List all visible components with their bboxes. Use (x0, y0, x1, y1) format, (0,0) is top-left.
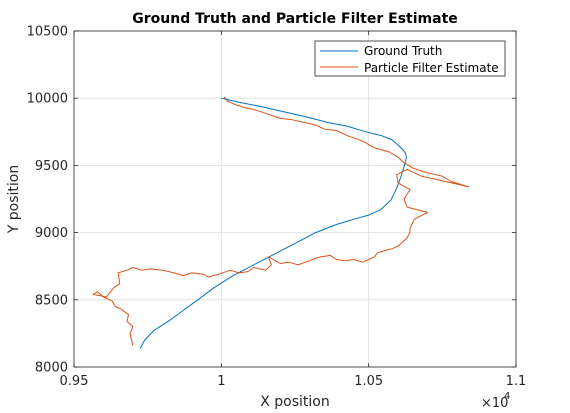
legend-label-ground-truth: Ground Truth (364, 44, 442, 58)
y-axis-label: Y position (6, 165, 22, 234)
y-tick-label: 9500 (35, 159, 68, 174)
x-tick-label: 1 (217, 374, 225, 389)
y-tick-label: 10000 (27, 92, 68, 107)
y-tick-label: 8000 (35, 361, 68, 376)
x-axis-label: X position (260, 394, 330, 410)
x-tick-label: 0.95 (60, 374, 89, 389)
y-tick-label: 10500 (27, 25, 68, 40)
plot-area (74, 31, 516, 367)
chart-title: Ground Truth and Particle Filter Estimat… (132, 11, 458, 27)
x-exponent-power: 4 (504, 391, 510, 402)
x-tick-label: 1.1 (506, 374, 527, 389)
legend: Ground Truth Particle Filter Estimate (315, 41, 505, 76)
y-tick-label: 9000 (35, 226, 68, 241)
legend-label-particle-filter: Particle Filter Estimate (364, 61, 499, 75)
x-tick-label: 1.05 (354, 374, 383, 389)
y-tick-label: 8500 (35, 293, 68, 308)
